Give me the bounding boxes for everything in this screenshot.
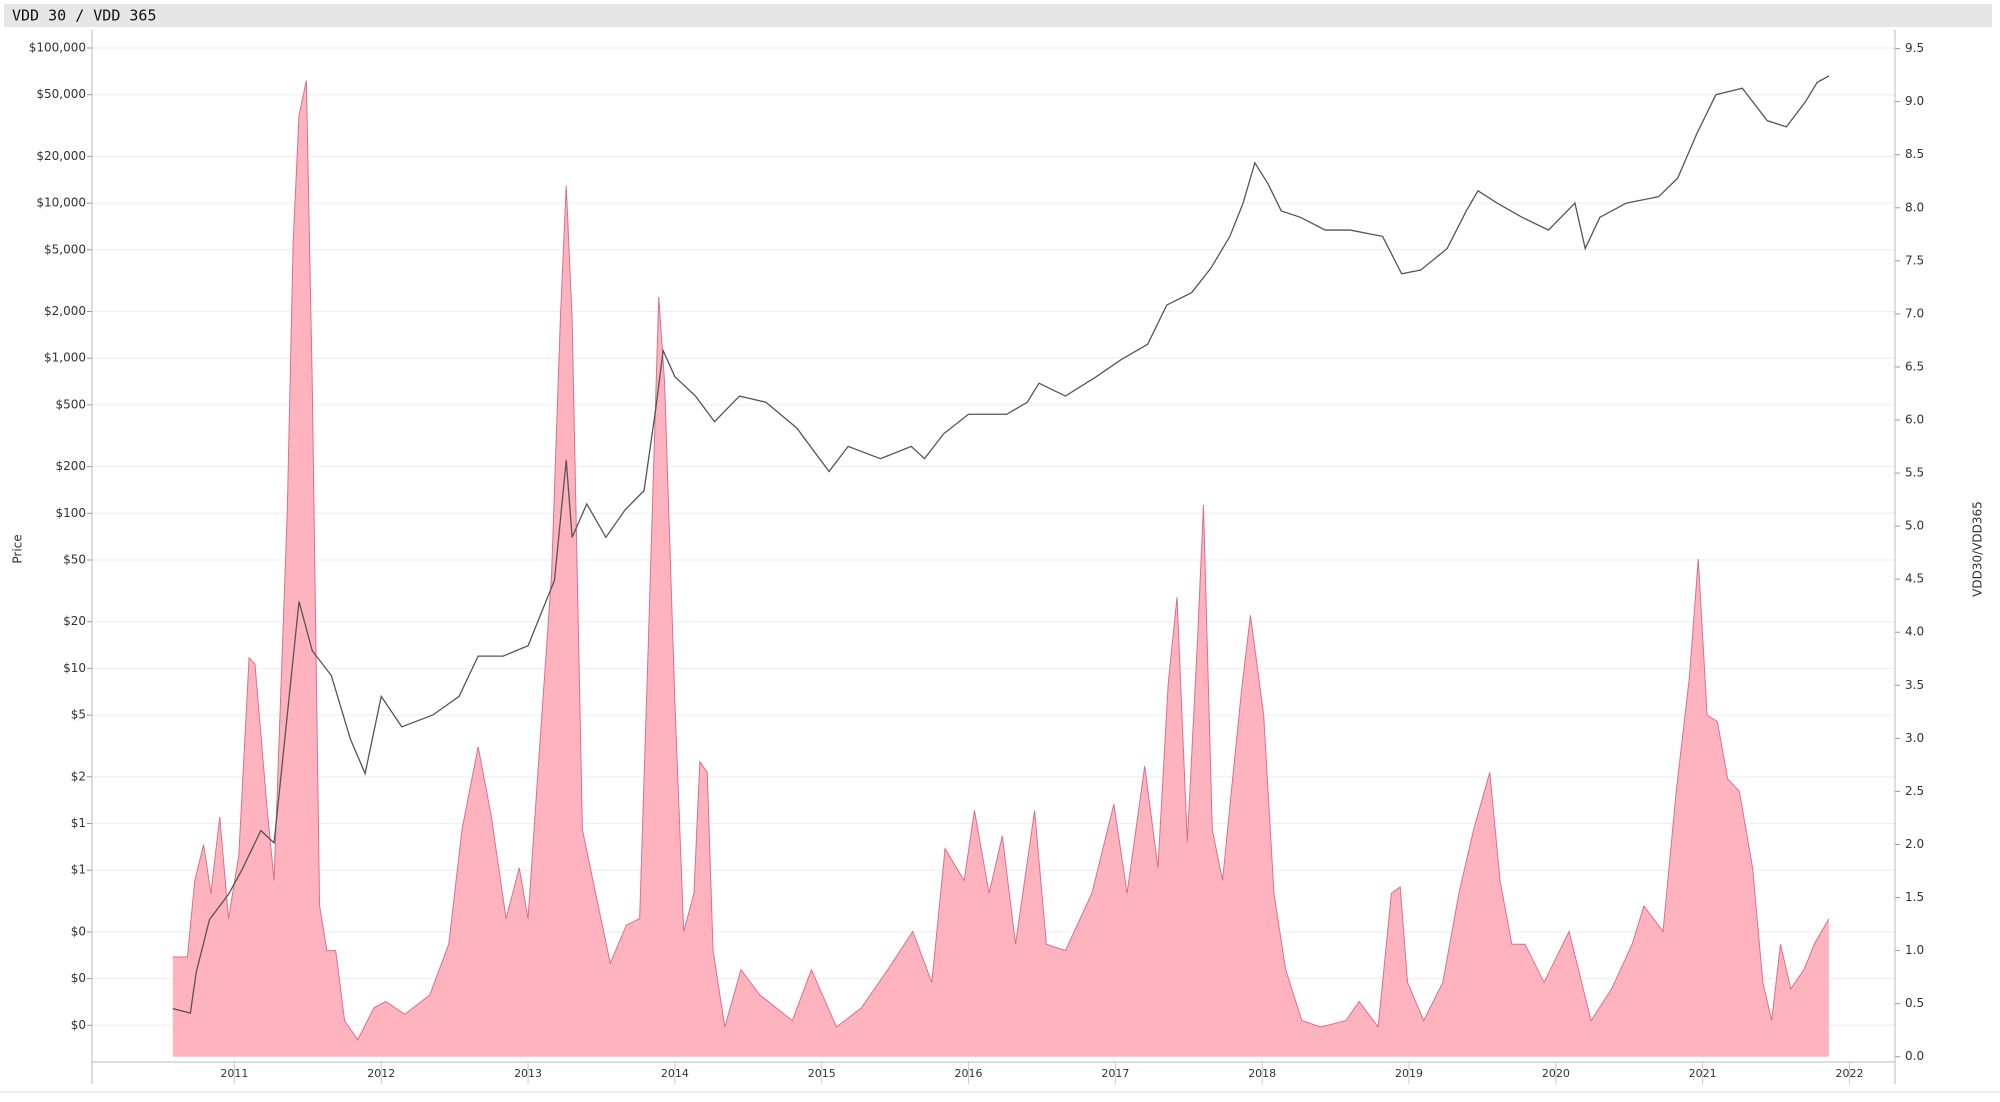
y-tick-label: $10,000 — [36, 196, 86, 210]
y-tick-label: $50,000 — [36, 87, 86, 101]
y-tick-label: $1 — [71, 863, 86, 877]
y2-tick-label: 1.5 — [1905, 890, 1924, 904]
y2-tick-label: 3.0 — [1905, 731, 1924, 745]
x-tick-label: 2016 — [955, 1067, 983, 1080]
y-tick-label: $5,000 — [44, 242, 86, 256]
x-tick-label: 2017 — [1101, 1067, 1129, 1080]
x-tick-label: 2019 — [1395, 1067, 1423, 1080]
y2-tick-label: 0.5 — [1905, 996, 1924, 1010]
x-tick-label: 2012 — [367, 1067, 395, 1080]
y-tick-label: $20,000 — [36, 149, 86, 163]
y-tick-label: $200 — [55, 459, 86, 473]
x-tick-label: 2013 — [514, 1067, 542, 1080]
x-tick-label: 2015 — [808, 1067, 836, 1080]
y2-tick-label: 5.5 — [1905, 466, 1924, 480]
y2-tick-label: 9.0 — [1905, 94, 1924, 108]
y2-tick-label: 9.5 — [1905, 41, 1924, 55]
y-tick-label: $5 — [71, 708, 86, 722]
y-axis-label: Price — [11, 534, 25, 563]
y-tick-label: $1 — [71, 816, 86, 830]
x-tick-label: 2014 — [661, 1067, 689, 1080]
y2-tick-label: 0.0 — [1905, 1049, 1924, 1063]
y2-tick-label: 1.0 — [1905, 943, 1924, 957]
area-line — [172, 80, 1830, 1041]
x-tick-label: 2022 — [1835, 1067, 1863, 1080]
y2-tick-label: 8.0 — [1905, 200, 1924, 214]
y2-tick-label: 7.5 — [1905, 253, 1924, 267]
y-tick-label: $1,000 — [44, 351, 86, 365]
y2-tick-label: 6.5 — [1905, 359, 1924, 373]
y2-axis-label: VDD30/VDD365 — [1971, 501, 1985, 597]
x-tick-label: 2018 — [1248, 1067, 1276, 1080]
x-tick-label: 2021 — [1689, 1067, 1717, 1080]
x-tick-label: 2011 — [220, 1067, 248, 1080]
y2-tick-label: 3.5 — [1905, 678, 1924, 692]
y-tick-label: $0 — [71, 1018, 86, 1032]
y2-tick-label: 8.5 — [1905, 147, 1924, 161]
y2-tick-label: 4.0 — [1905, 625, 1924, 639]
x-tick-label: 2020 — [1542, 1067, 1570, 1080]
y-tick-label: $2,000 — [44, 304, 86, 318]
price-line — [172, 75, 1830, 1014]
y-tick-label: $20 — [63, 614, 86, 628]
y-tick-label: $10 — [63, 661, 86, 675]
header-bar — [4, 4, 1992, 27]
y2-tick-label: 7.0 — [1905, 306, 1924, 320]
y2-tick-label: 2.0 — [1905, 837, 1924, 851]
y-tick-label: $100 — [55, 506, 86, 520]
y-tick-label: $2 — [71, 769, 86, 783]
y2-tick-label: 6.0 — [1905, 413, 1924, 427]
area-fill — [172, 80, 1829, 1057]
y2-tick-label: 5.0 — [1905, 519, 1924, 533]
y-tick-label: $100,000 — [29, 40, 86, 54]
y-tick-label: $50 — [63, 552, 86, 566]
y-tick-label: $500 — [55, 397, 86, 411]
y-tick-label: $0 — [71, 971, 86, 985]
y2-tick-label: 4.5 — [1905, 572, 1924, 586]
y-tick-label: $0 — [71, 924, 86, 938]
y2-tick-label: 2.5 — [1905, 784, 1924, 798]
chart-title: VDD 30 / VDD 365 — [12, 7, 157, 25]
